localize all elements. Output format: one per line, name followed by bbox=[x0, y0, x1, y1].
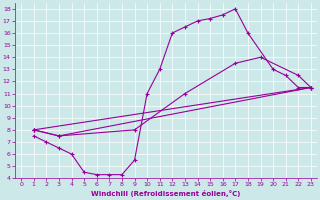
X-axis label: Windchill (Refroidissement éolien,°C): Windchill (Refroidissement éolien,°C) bbox=[91, 190, 241, 197]
